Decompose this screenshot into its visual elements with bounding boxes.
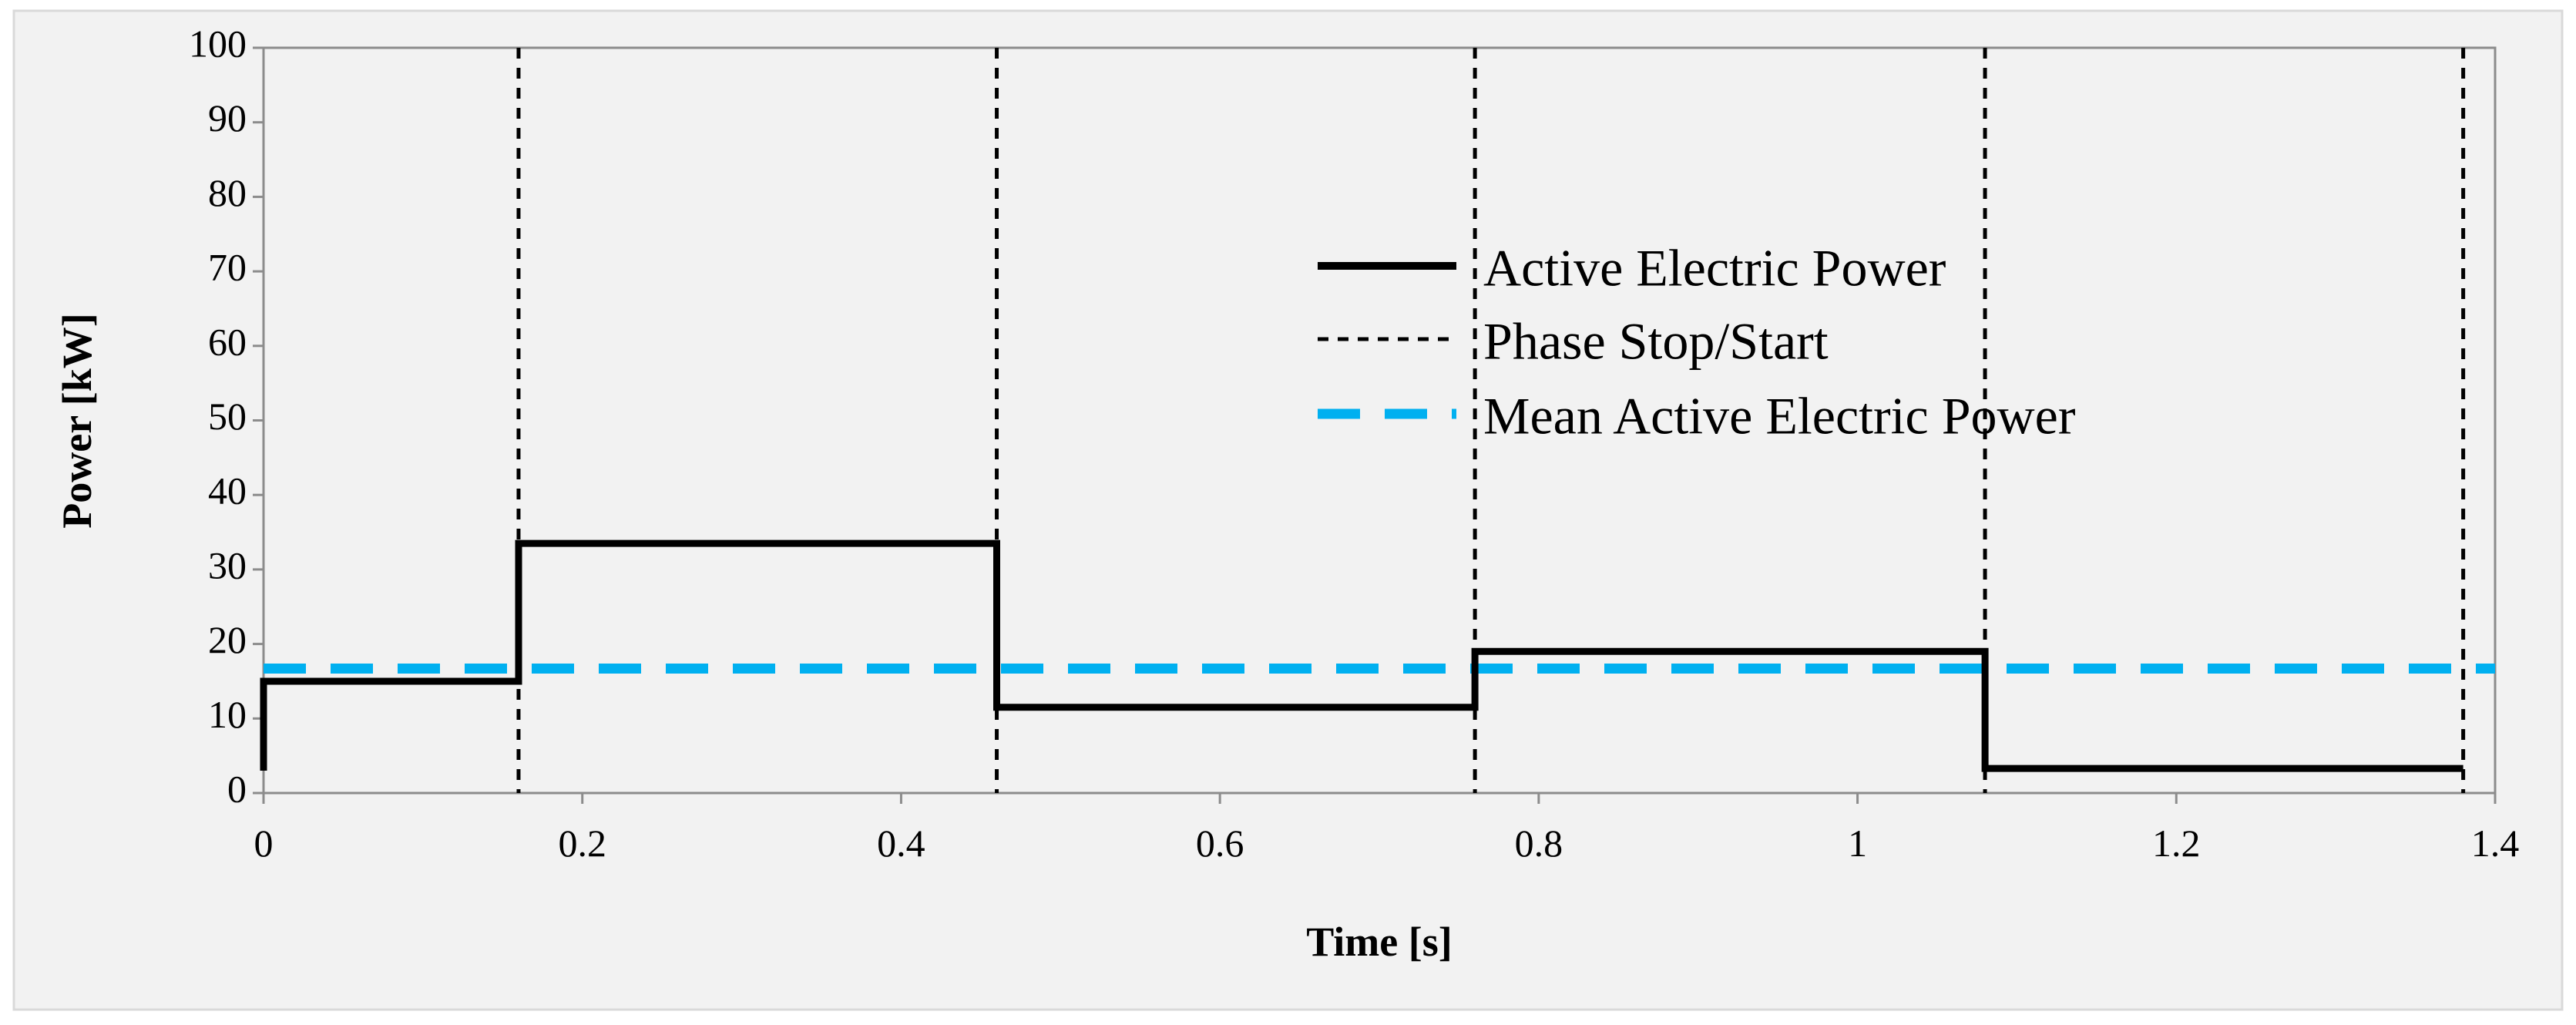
active-power-line	[260, 539, 2463, 772]
y-tick-label: 90	[208, 96, 247, 139]
y-axis: 0 10 20 30 40 50 60 70 80 90 100	[189, 22, 265, 810]
x-axis: 0 0.2 0.4 0.6 0.8 1 1.2 1.4	[254, 791, 2520, 865]
x-tick-label: 1	[1848, 822, 1867, 865]
x-axis-title: Time [s]	[1306, 919, 1452, 965]
y-tick-label: 50	[208, 395, 247, 438]
legend-label-mean-power: Mean Active Electric Power	[1483, 387, 2076, 445]
phase-stop-start-lines	[516, 48, 2466, 793]
y-tick-label: 30	[208, 543, 247, 586]
x-tick-label: 0.8	[1515, 822, 1563, 865]
legend-label-active-power: Active Electric Power	[1483, 239, 1946, 297]
x-tick-label: 0.6	[1196, 822, 1244, 865]
y-tick-label: 70	[208, 246, 247, 289]
y-axis-title: Power [kW]	[54, 313, 100, 528]
x-tick-label: 0.4	[877, 822, 925, 865]
legend: Active Electric Power Phase Stop/Start M…	[1318, 239, 2076, 445]
y-tick-label: 20	[208, 618, 247, 661]
x-tick-label: 0.2	[558, 822, 606, 865]
active-power-line-group	[260, 539, 2463, 772]
y-tick-label: 60	[208, 320, 247, 363]
legend-label-phase-stop-start: Phase Stop/Start	[1483, 312, 1829, 371]
x-tick-label: 1.2	[2152, 822, 2201, 865]
x-tick-label: 0	[254, 822, 274, 865]
y-tick-label: 100	[189, 22, 247, 65]
plot-area	[262, 46, 2497, 795]
y-tick-label: 0	[227, 767, 247, 810]
y-tick-label: 10	[208, 693, 247, 736]
y-tick-label: 40	[208, 469, 247, 512]
y-tick-label: 80	[208, 171, 247, 214]
x-tick-label: 1.4	[2471, 822, 2520, 865]
